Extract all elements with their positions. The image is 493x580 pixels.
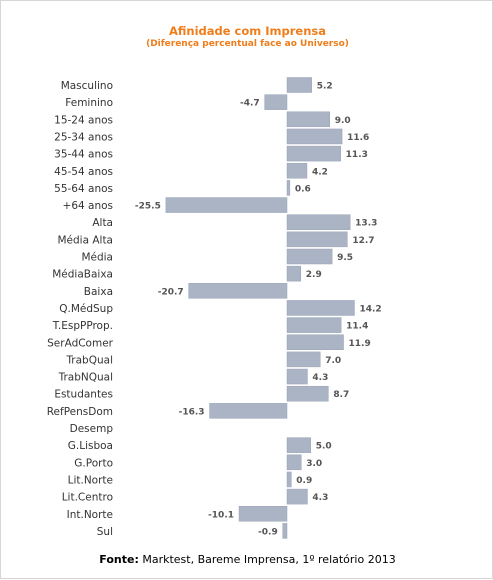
category-label-feminino: Feminino (65, 97, 113, 109)
value-label-15-24-anos: 9.0 (335, 116, 351, 126)
value-label-t-esppprop: 11.4 (346, 322, 368, 332)
bar-25-34-anos (286, 128, 343, 145)
bar-seradcomer (286, 334, 344, 350)
category-label-estudantes: Estudantes (54, 389, 113, 401)
bar-g-porto (286, 454, 302, 471)
value-label-25-34-anos: 11.6 (347, 133, 369, 143)
bar-sul (282, 523, 288, 539)
category-label-t-esppprop: T.EspPProp. (52, 320, 113, 332)
value-label-masculino: 5.2 (317, 82, 333, 92)
bar-trabqual (286, 351, 321, 368)
bar-m-dia (286, 248, 333, 265)
category-label-m-dia: Média (81, 252, 113, 264)
bar-m-diabaixa (286, 265, 302, 282)
category-label-g-porto: G.Porto (74, 457, 113, 469)
bar-lit-norte (286, 471, 292, 488)
category-label-45-54-anos: 45-54 anos (54, 166, 113, 178)
bar-lit-centro (286, 488, 308, 505)
value-label-m-dia: 9.5 (337, 253, 353, 263)
category-label-q-m-dsup: Q.MédSup (59, 303, 113, 315)
bar-estudantes (286, 385, 329, 402)
category-label-35-44-anos: 35-44 anos (54, 149, 113, 161)
value-label-trabnqual: 4.3 (312, 373, 328, 383)
source-prefix: Fonte: (99, 553, 139, 566)
category-label-m-diabaixa: MédiaBaixa (52, 269, 113, 281)
category-label-55-64-anos: 55-64 anos (54, 183, 113, 195)
category-label-m-dia-alta: Média Alta (57, 234, 113, 246)
bar-q-m-dsup (286, 300, 355, 316)
bar-alta (286, 214, 351, 230)
value-label-lit-norte: 0.9 (296, 476, 312, 486)
bar-64-anos (165, 197, 288, 213)
category-label-masculino: Masculino (61, 80, 113, 92)
bar-masculino (286, 77, 312, 93)
bar-int-norte (238, 506, 288, 522)
category-label-desemp: Desemp (70, 423, 114, 435)
value-label-55-64-anos: 0.6 (295, 184, 311, 194)
category-label-baixa: Baixa (84, 286, 113, 298)
bar-m-dia-alta (286, 231, 348, 248)
chart-subtitle: (Diferença percentual face ao Universo) (146, 39, 349, 49)
bar-feminino (264, 94, 288, 110)
value-label-sul: -0.9 (258, 527, 278, 537)
category-label-25-34-anos: 25-34 anos (54, 131, 113, 143)
category-label-trabqual: TrabQual (65, 354, 113, 366)
bar-baixa (188, 283, 288, 299)
category-label-seradcomer: SerAdComer (47, 337, 114, 349)
bar-trabnqual (286, 368, 308, 385)
category-label-refpensdom: RefPensDom (47, 406, 113, 418)
value-label-baixa: -20.7 (158, 287, 184, 297)
value-label-m-dia-alta: 12.7 (352, 236, 374, 246)
value-label-estudantes: 8.7 (333, 390, 349, 400)
category-label-lit-norte: Lit.Norte (68, 474, 113, 486)
value-label-45-54-anos: 4.2 (312, 167, 328, 177)
category-label-g-lisboa: G.Lisboa (68, 440, 113, 452)
source-line: Fonte: Marktest, Bareme Imprensa, 1º rel… (1, 553, 493, 566)
value-label-lit-centro: 4.3 (312, 493, 328, 503)
value-label-35-44-anos: 11.3 (346, 150, 368, 160)
value-label-int-norte: -10.1 (208, 510, 234, 520)
bar-35-44-anos (286, 145, 341, 162)
value-label-m-diabaixa: 2.9 (306, 270, 322, 280)
category-label-trabnqual: TrabNQual (58, 372, 113, 384)
value-label-feminino: -4.7 (240, 99, 260, 109)
category-label-alta: Alta (92, 217, 113, 229)
category-label-int-norte: Int.Norte (67, 509, 113, 521)
category-label-15-24-anos: 15-24 anos (54, 114, 113, 126)
category-label-64-anos: +64 anos (63, 200, 113, 212)
value-label-trabqual: 7.0 (325, 356, 341, 366)
bar-g-lisboa (286, 437, 311, 453)
bar-refpensdom (209, 403, 288, 419)
value-label-q-m-dsup: 14.2 (359, 304, 381, 314)
bar-15-24-anos (286, 111, 330, 128)
value-label-64-anos: -25.5 (135, 202, 161, 212)
chart-title: Afinidade com Imprensa (168, 24, 327, 38)
value-label-g-lisboa: 5.0 (316, 442, 332, 452)
source-text: Marktest, Bareme Imprensa, 1º relatório … (138, 553, 396, 566)
bar-55-64-anos (286, 180, 291, 196)
value-label-seradcomer: 11.9 (349, 339, 371, 349)
value-label-alta: 13.3 (355, 219, 377, 229)
value-label-refpensdom: -16.3 (179, 407, 205, 417)
bar-45-54-anos (286, 163, 308, 179)
category-label-lit-centro: Lit.Centro (62, 492, 113, 504)
category-label-sul: Sul (97, 526, 113, 538)
bar-t-esppprop (286, 317, 342, 333)
value-label-g-porto: 3.0 (306, 459, 322, 469)
